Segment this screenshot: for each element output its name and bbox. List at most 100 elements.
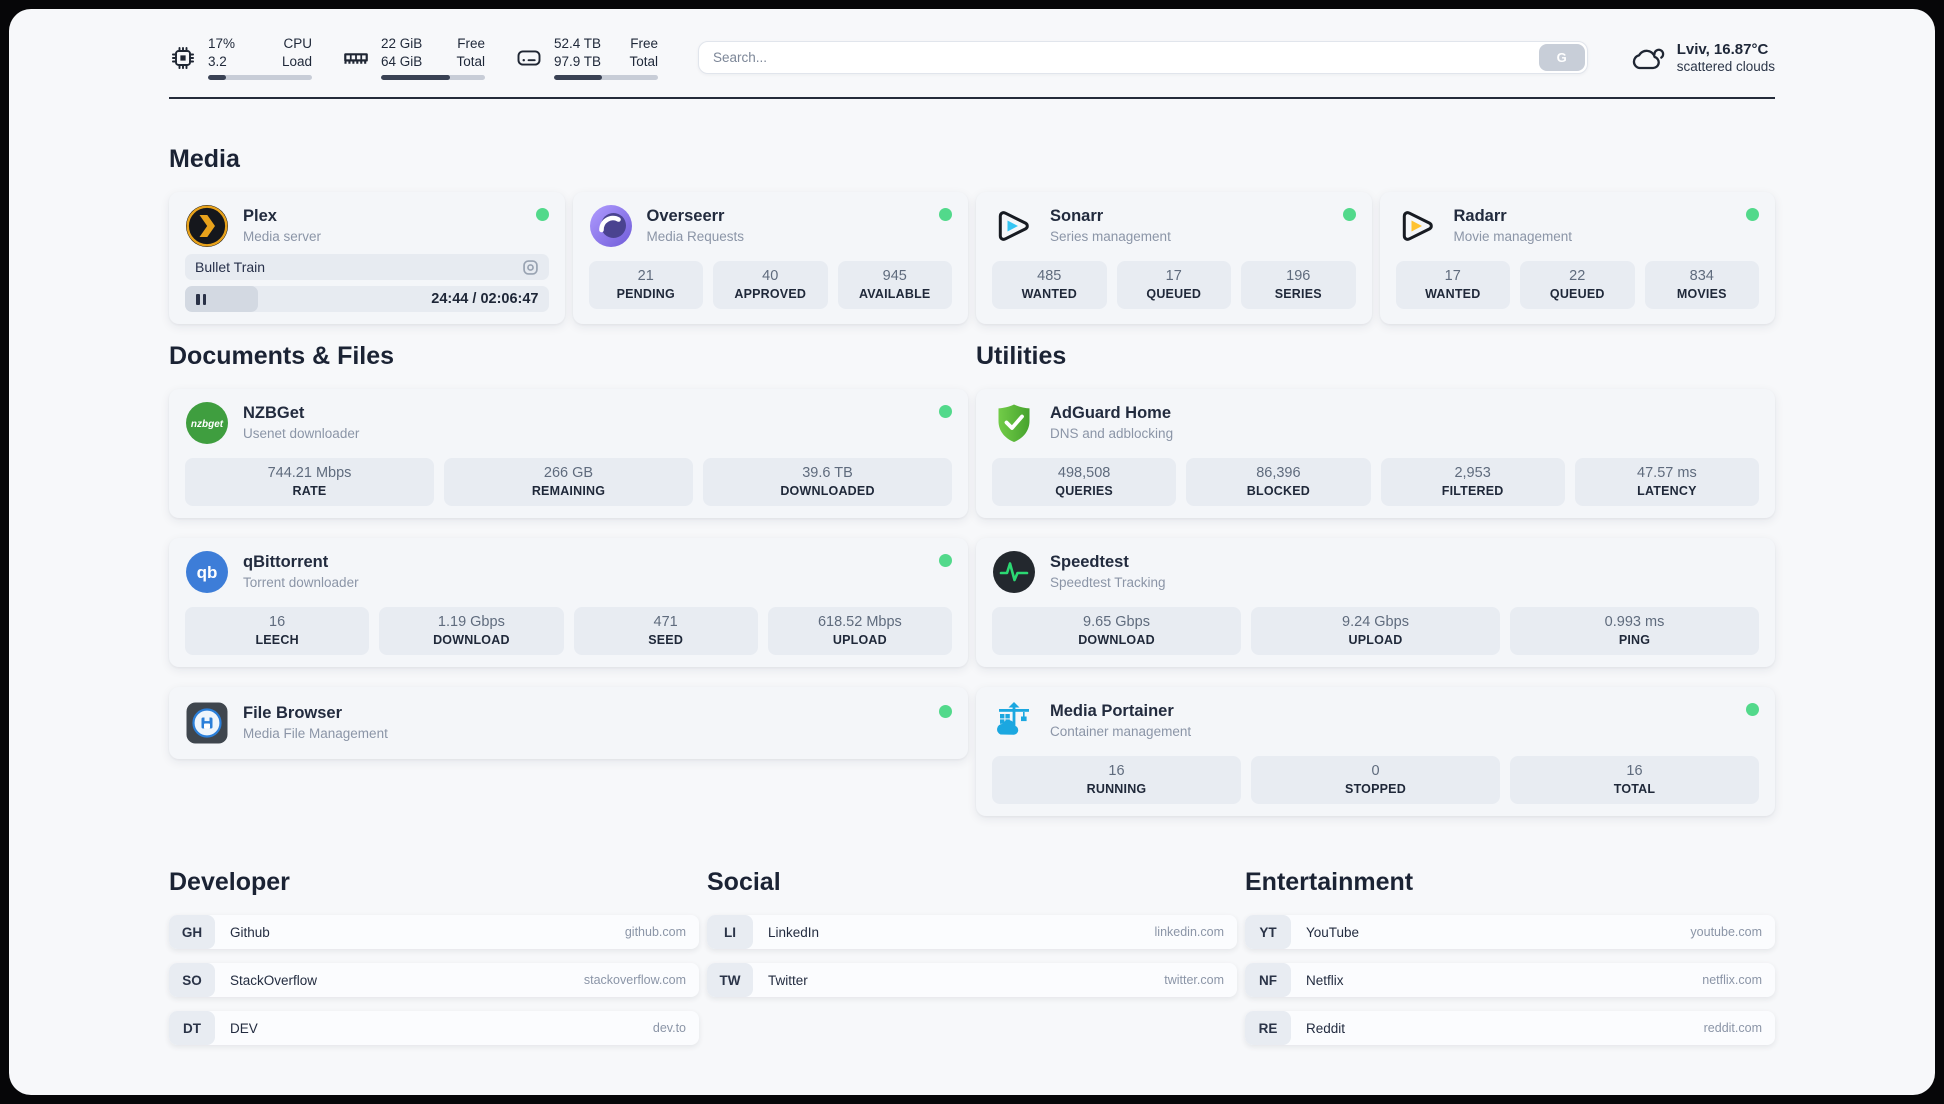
portainer-icon [997,702,1029,735]
app-name: NZBGet [243,403,305,422]
stat-tile: 834 MOVIES [1644,261,1759,310]
stat-tile: 266 GB REMAINING [444,458,693,507]
section-documents: Documents & Files nzbget NZBGet Usenet d… [169,342,968,816]
ram-free-value: 22 GiB [381,36,423,51]
bookmark-linkedin[interactable]: LI LinkedIn linkedin.com [707,915,1237,950]
app-name: AdGuard Home [1050,403,1172,422]
weather-widget[interactable]: Lviv, 16.87°C scattered clouds [1630,41,1775,74]
bookmark-name: YouTube [1306,924,1360,940]
stat-value: 16 [269,614,286,631]
cpu-percent: 17% [208,36,236,51]
ram-metric: 22 GiB 64 GiB Free Total [342,35,485,81]
disk-icon [517,50,541,66]
stat-value: 21 [637,268,654,285]
app-name: File Browser [243,703,343,722]
section-title-documents: Documents & Files [169,342,395,371]
bookmark-abbr-badge: SO [169,963,215,998]
cpu-metric: 17% 3.2 CPU Load [169,35,312,81]
stat-label: FILTERED [1441,484,1504,499]
card-sonarr[interactable]: Sonarr Series management 485 WANTED 17 QUE… [976,192,1372,325]
bookmark-url: github.com [624,925,686,940]
stat-value: 834 [1689,268,1714,285]
status-dot [939,405,952,419]
bookmark-url: youtube.com [1690,925,1762,940]
app-name: qBittorrent [243,552,329,571]
svg-text:nzbget: nzbget [191,419,224,430]
stat-value: 471 [653,614,678,631]
stat-tile: 16 LEECH [185,607,370,656]
bookmark-github[interactable]: GH Github github.com [169,915,699,950]
bookmark-abbr-badge: LI [707,915,753,950]
stat-label: APPROVED [734,287,807,302]
card-plex[interactable]: Plex Media server Bullet Train 24:44 / 0 [169,192,565,325]
bookmark-url: linkedin.com [1154,925,1224,940]
bookmark-abbr-badge: TW [707,963,753,998]
stat-label: RUNNING [1086,782,1147,797]
stat-tile: 485 WANTED [992,261,1107,310]
app-subtitle: Container management [1050,724,1192,740]
bookmark-name: Twitter [768,972,808,988]
pause-button[interactable] [196,293,206,305]
adguard-icon [998,404,1030,443]
disk-total-label: Total [629,53,658,69]
bookmark-name: Github [230,924,270,940]
app-subtitle: DNS and adblocking [1050,426,1174,442]
stat-label: SERIES [1274,287,1322,302]
ram-total-value: 64 GiB [381,53,423,69]
load-label: Load [281,53,312,69]
status-dot [939,554,952,568]
card-overseerr[interactable]: Overseerr Media Requests 21 PENDING 40 APP… [572,192,968,325]
disk-total-value: 97.9 TB [554,53,602,69]
stat-value: 744.21 Mbps [267,465,352,482]
ram-progress-bar [381,75,485,81]
section-title-utilities: Utilities [976,342,1067,371]
card-speedtest[interactable]: Speedtest Speedtest Tracking 9.65 Gbps DO… [976,538,1775,668]
status-dot [1342,208,1356,222]
bookmark-name: Reddit [1306,1020,1346,1036]
playback-time: 24:44 / 02:06:47 [431,291,539,308]
cpu-progress-bar [208,75,312,81]
now-playing-row: Bullet Train [185,254,549,281]
stat-value: 39.6 TB [802,465,853,482]
card-portainer[interactable]: Media Portainer Container management 16 R… [976,687,1775,817]
section-title-social: Social [707,868,781,897]
card-radarr[interactable]: Radarr Movie management 17 WANTED 22 QUEUE… [1379,192,1775,325]
bookmark-stackoverflow[interactable]: SO StackOverflow stackoverflow.com [169,963,699,998]
stat-label: WANTED [1425,287,1481,302]
bookmark-url: dev.to [652,1021,686,1036]
app-name: Overseerr [646,206,725,225]
section-media: Media Plex Media server B [169,145,1775,325]
bookmark-dev[interactable]: DT DEV dev.to [169,1011,699,1046]
search-engine-button[interactable]: G [1538,44,1585,72]
stat-value: 498,508 [1057,465,1111,482]
card-adguard[interactable]: AdGuard Home DNS and adblocking 498,508 Q… [976,389,1775,519]
stat-label: AVAILABLE [859,287,931,302]
stat-tile: 2,953 FILTERED [1380,458,1565,507]
bookmark-twitter[interactable]: TW Twitter twitter.com [707,963,1237,998]
bookmark-reddit[interactable]: RE Reddit reddit.com [1245,1011,1775,1046]
app-subtitle: Media Requests [646,229,745,245]
app-subtitle: Media server [243,229,322,245]
search-input[interactable] [698,41,1588,75]
app-subtitle: Torrent downloader [243,575,359,591]
ram-total-label: Total [456,53,485,69]
card-nzbget[interactable]: nzbget NZBGet Usenet downloader 744.21 M… [169,389,968,519]
card-qbittorrent[interactable]: qb qBittorrent Torrent downloader 16 LEEC… [169,538,968,668]
cpu-label: CPU [283,36,312,51]
stat-value: 9.24 Gbps [1342,614,1409,631]
app-name: Plex [243,206,277,225]
bookmark-abbr-badge: RE [1245,1011,1291,1046]
section-developer: Developer GH Github github.com SO StackO… [169,868,699,1046]
bookmark-abbr-badge: GH [169,915,215,950]
app-name: Speedtest [1050,552,1129,571]
bookmark-abbr-badge: NF [1245,963,1291,998]
cpu-icon [171,46,195,69]
stat-tile: 17 WANTED [1395,261,1510,310]
card-filebrowser[interactable]: File Browser Media File Management [169,687,968,760]
app-subtitle: Media File Management [243,726,388,742]
stat-value: 0.993 ms [1604,614,1665,631]
bookmark-netflix[interactable]: NF Netflix netflix.com [1245,963,1775,998]
bookmark-youtube[interactable]: YT YouTube youtube.com [1245,915,1775,950]
bookmark-url: twitter.com [1164,973,1224,988]
stat-label: QUERIES [1055,484,1113,499]
